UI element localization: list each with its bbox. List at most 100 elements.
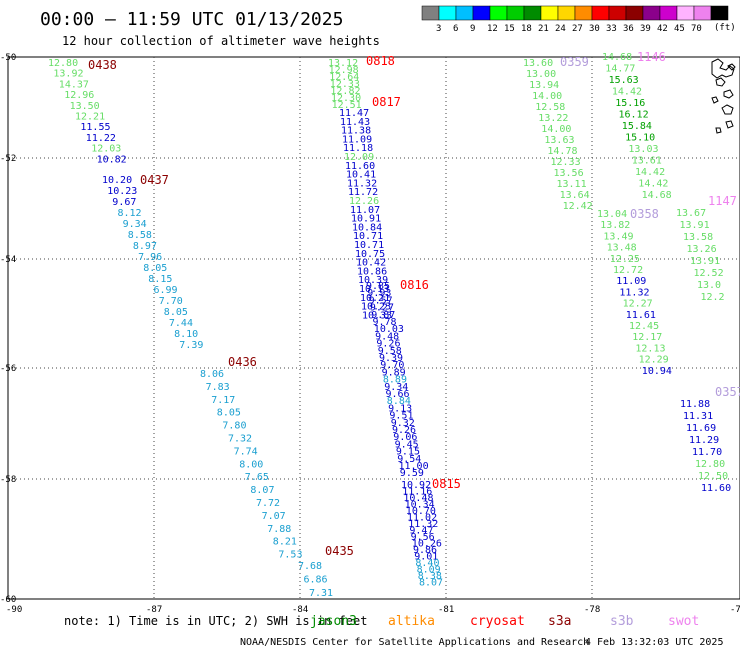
wave-height-value: 12.52 <box>694 268 724 279</box>
wave-height-value: 10.75 <box>355 249 385 260</box>
wave-height-value: 14.42 <box>612 87 642 98</box>
color-scale-legend: 3 6 9 12 15 18 21 24 27 30 33 36 39 42 45 70 <box>421 5 729 34</box>
wave-height-value: 12.2 <box>701 292 725 303</box>
wave-height-value: 12.82 <box>330 86 360 97</box>
scale-label: 45 <box>674 24 685 34</box>
wave-height-value: 9.66 <box>386 389 410 400</box>
wave-height-value: 12.96 <box>64 90 94 101</box>
wave-height-value: 8.10 <box>174 329 198 340</box>
scale-label: 3 <box>436 24 441 34</box>
wave-height-value: 14.68 <box>602 52 632 63</box>
wave-height-value: 13.94 <box>529 80 559 91</box>
wave-height-value: 13.67 <box>676 208 706 219</box>
scale-swatch <box>472 5 491 21</box>
wave-height-value: 12.33 <box>330 79 360 90</box>
wave-height-value: 9.45 <box>395 439 419 450</box>
wave-height-value: 12.03 <box>91 144 121 155</box>
wave-height-value: 10.03 <box>374 324 404 335</box>
wave-height-value: 13.60 <box>523 58 553 69</box>
wave-height-value: 8.05 <box>217 408 241 419</box>
latitude-tick: -50 <box>0 53 16 63</box>
wave-height-value: 13.91 <box>690 256 720 267</box>
wave-height-value: 8.07 <box>250 485 274 496</box>
wave-height-value: 10.23 <box>361 302 391 313</box>
track-time-label: 0437 <box>140 173 169 187</box>
wave-height-value: 13.50 <box>70 101 100 112</box>
track-time-label: 0815 <box>432 477 461 491</box>
wave-height-value: 15.16 <box>615 98 645 109</box>
wave-height-value: 12.30 <box>331 93 361 104</box>
wave-height-value: 12.33 <box>551 157 581 168</box>
satellite-legend-s3a: s3a <box>548 614 571 629</box>
wave-height-value: 8.97 <box>133 241 157 252</box>
footer-note: note: 1) Time is in UTC; 2) SWH is in fe… <box>64 614 367 628</box>
wave-height-value: 13.56 <box>554 168 584 179</box>
longitude-tick: -87 <box>146 605 162 615</box>
wave-height-value: 13.82 <box>600 220 630 231</box>
wave-height-value: 9.27 <box>370 303 394 314</box>
scale-label: 39 <box>640 24 651 34</box>
wave-height-value: 13.92 <box>53 69 83 80</box>
wave-height-value: 14.42 <box>635 167 665 178</box>
track-time-label: 0435 <box>325 544 354 558</box>
wave-height-value: 14.68 <box>642 190 672 201</box>
wave-height-value: 8.00 <box>239 459 263 470</box>
wave-height-value: 13.03 <box>628 144 658 155</box>
scale-swatch <box>659 5 678 21</box>
wave-height-value: 9.51 <box>389 411 413 422</box>
wave-height-value: 9.34 <box>384 382 408 393</box>
wave-height-value: 7.17 <box>211 395 235 406</box>
wave-height-value: 9.47 <box>409 526 433 537</box>
wave-height-value: 13.48 <box>607 243 637 254</box>
track-time-label: 0438 <box>88 58 117 72</box>
track-segment: 081510.9211.1610.4810.3410.7011.0211.329… <box>401 477 461 589</box>
wave-height-value: 12.80 <box>48 58 78 69</box>
wave-height-value: 10.84 <box>352 222 382 233</box>
scale-label: 33 <box>606 24 617 34</box>
wave-height-value: 10.41 <box>346 170 376 181</box>
wave-height-value: 11.07 <box>350 205 380 216</box>
scale-label: 18 <box>521 24 532 34</box>
wave-height-value: 10.23 <box>107 186 137 197</box>
latitude-tick: -52 <box>0 154 16 164</box>
wave-height-value: 9.34 <box>123 219 147 230</box>
wave-height-value: 13.26 <box>687 244 717 255</box>
scale-swatch <box>625 5 644 21</box>
wave-height-value: 16.12 <box>619 110 649 121</box>
wave-height-value: 7.72 <box>256 498 280 509</box>
scale-unit: (ft) <box>714 23 736 33</box>
wave-height-value: 11.29 <box>689 435 719 446</box>
footer-credit: NOAA/NESDIS Center for Satellite Applica… <box>240 637 589 648</box>
wave-height-value: 9.89 <box>382 367 406 378</box>
wave-height-value: 13.11 <box>557 179 587 190</box>
wave-height-value: 9.48 <box>375 331 399 342</box>
wave-height-value: 11.18 <box>343 143 373 154</box>
longitude-tick: -75 <box>730 605 740 615</box>
wave-height-value: 9.57 <box>369 295 393 306</box>
wave-height-value: 11.60 <box>345 161 375 172</box>
wave-height-value: 12.45 <box>629 321 659 332</box>
wave-height-value: 12.51 <box>332 100 362 111</box>
wave-height-value: 10.86 <box>357 266 387 277</box>
wave-height-value: 12.17 <box>632 332 662 343</box>
wave-height-value: 9.58 <box>378 346 402 357</box>
track-segment: 043812.8013.9214.3712.9613.5012.2111.551… <box>48 58 127 165</box>
scale-swatch <box>421 5 440 21</box>
wave-height-value: 8.58 <box>128 230 152 241</box>
wave-height-value: 7.65 <box>245 472 269 483</box>
wave-height-value: 12.64 <box>329 72 359 83</box>
wave-height-value: 14.78 <box>547 146 577 157</box>
scale-label: 30 <box>589 24 600 34</box>
wave-height-value: 9.87 <box>371 310 395 321</box>
track-time-label: 0818 <box>366 54 395 68</box>
track-time-label: 0357 <box>715 385 740 399</box>
wave-height-value: 10.42 <box>356 258 386 269</box>
wave-height-value: 8.06 <box>200 369 224 380</box>
track-segment: 043710.2010.239.678.129.348.588.977.968.… <box>102 173 203 351</box>
wave-height-value: 10.39 <box>358 275 388 286</box>
wave-height-value: 9.32 <box>391 418 415 429</box>
track-segment: 114713.6713.9113.5813.2613.9112.5213.012… <box>676 194 737 303</box>
track-time-label: 0436 <box>228 355 257 369</box>
wave-height-value: 8.05 <box>164 307 188 318</box>
wave-height-value: 9.93 <box>367 288 391 299</box>
